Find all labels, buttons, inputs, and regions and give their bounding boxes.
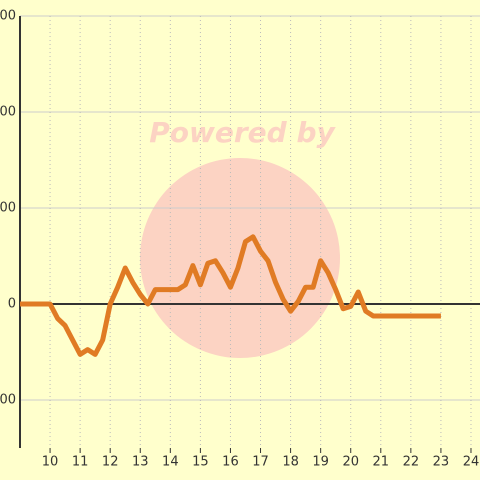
watermark-text: Powered by (149, 116, 336, 149)
y-tick-label: 2,000 (0, 201, 16, 216)
x-tick-label: 22 (403, 455, 420, 470)
x-tick-label: 15 (192, 455, 209, 470)
x-tick-label: 10 (42, 455, 59, 470)
x-tick-label: 16 (222, 455, 239, 470)
x-tick-label: 14 (162, 455, 179, 470)
x-tick-label: 21 (373, 455, 390, 470)
x-tick-label: 11 (72, 455, 89, 470)
y-tick-label: -2,000 (0, 393, 16, 408)
y-tick-label: 4,000 (0, 105, 16, 120)
x-tick-label: 24 (463, 455, 480, 470)
x-tick-label: 20 (342, 455, 359, 470)
x-tick-label: 13 (132, 455, 149, 470)
x-tick-label: 12 (102, 455, 119, 470)
x-tick-label: 17 (252, 455, 269, 470)
x-tick-label: 18 (282, 455, 299, 470)
data-line (20, 234, 441, 357)
x-tick-label: 19 (312, 455, 329, 470)
y-tick-label: 6,000 (0, 9, 16, 24)
x-tick-label: 23 (433, 455, 450, 470)
y-tick-label: 0 (8, 297, 16, 312)
